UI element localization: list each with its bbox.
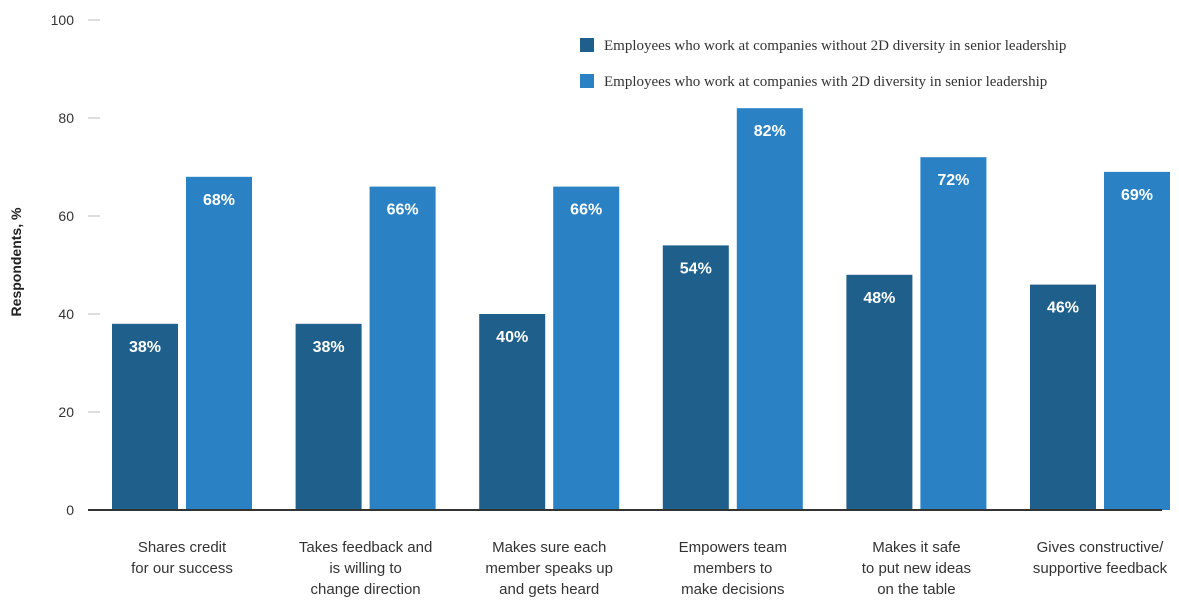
- bar-value-label: 54%: [680, 260, 712, 277]
- y-tick-label: 80: [58, 110, 74, 126]
- bar-with-2d-diversity: [736, 108, 803, 510]
- bar-value-label: 46%: [1047, 300, 1079, 317]
- category-label: change direction: [311, 581, 421, 598]
- bar-with-2d-diversity: [1104, 171, 1170, 510]
- bar-without-2d-diversity: [479, 314, 546, 510]
- bar-value-label: 66%: [387, 202, 419, 219]
- category-label: Takes feedback and: [299, 539, 432, 556]
- x-axis-categories: Shares credit for our success Takes feedba…: [131, 539, 1167, 598]
- y-tick-label: 100: [51, 12, 75, 28]
- category-label: on the table: [877, 581, 955, 598]
- bar-value-label: 38%: [313, 339, 345, 356]
- y-axis-label: Respondents, %: [8, 207, 24, 316]
- category-label: Shares credit: [138, 539, 227, 556]
- bar-with-2d-diversity: [369, 186, 436, 510]
- bar-without-2d-diversity: [1030, 284, 1096, 510]
- category-label: members to: [693, 560, 772, 577]
- bar-value-label: 69%: [1121, 187, 1153, 204]
- bar-without-2d-diversity: [295, 323, 362, 510]
- bar-value-label: 38%: [129, 339, 161, 356]
- bar-without-2d-diversity: [846, 274, 913, 510]
- bar-without-2d-diversity: [662, 245, 729, 510]
- legend-swatch: [580, 38, 594, 52]
- legend-label: Employees who work at companies with 2D …: [604, 74, 1047, 90]
- legend-label: Employees who work at companies without …: [604, 38, 1066, 54]
- category-label: is willing to: [329, 560, 402, 577]
- y-tick-label: 20: [58, 404, 74, 420]
- bar-value-label: 82%: [754, 123, 786, 140]
- category-label: for our success: [131, 560, 233, 577]
- bar-with-2d-diversity: [920, 157, 987, 510]
- y-tick-label: 40: [58, 306, 74, 322]
- bar-value-label: 72%: [937, 172, 969, 189]
- bar-value-label: 48%: [863, 290, 895, 307]
- category-label: to put new ideas: [862, 560, 971, 577]
- bar-value-label: 68%: [203, 192, 235, 209]
- bars: 38% 68% 38% 66% 40% 66% 54% 82% 48% 72% 46% 69%: [112, 108, 1170, 511]
- category-label: Makes it safe: [872, 539, 960, 556]
- category-label: make decisions: [681, 581, 784, 598]
- bar-with-2d-diversity: [186, 176, 252, 511]
- bar-with-2d-diversity: [553, 186, 620, 510]
- category-label: supportive feedback: [1033, 560, 1168, 577]
- bar-without-2d-diversity: [112, 323, 178, 510]
- category-label: Empowers team: [679, 539, 787, 556]
- category-label: member speaks up: [485, 560, 613, 577]
- legend-swatch: [580, 74, 594, 88]
- bar-value-label: 40%: [496, 329, 528, 346]
- y-axis: 0 20 40 60 80 100: [51, 12, 100, 518]
- bar-value-label: 66%: [570, 202, 602, 219]
- category-label: Makes sure each: [492, 539, 606, 556]
- y-tick-label: 0: [66, 502, 74, 518]
- legend: Employees who work at companies without …: [580, 38, 1066, 90]
- category-label: and gets heard: [499, 581, 599, 598]
- category-label: Gives constructive/: [1037, 539, 1165, 556]
- y-tick-label: 60: [58, 208, 74, 224]
